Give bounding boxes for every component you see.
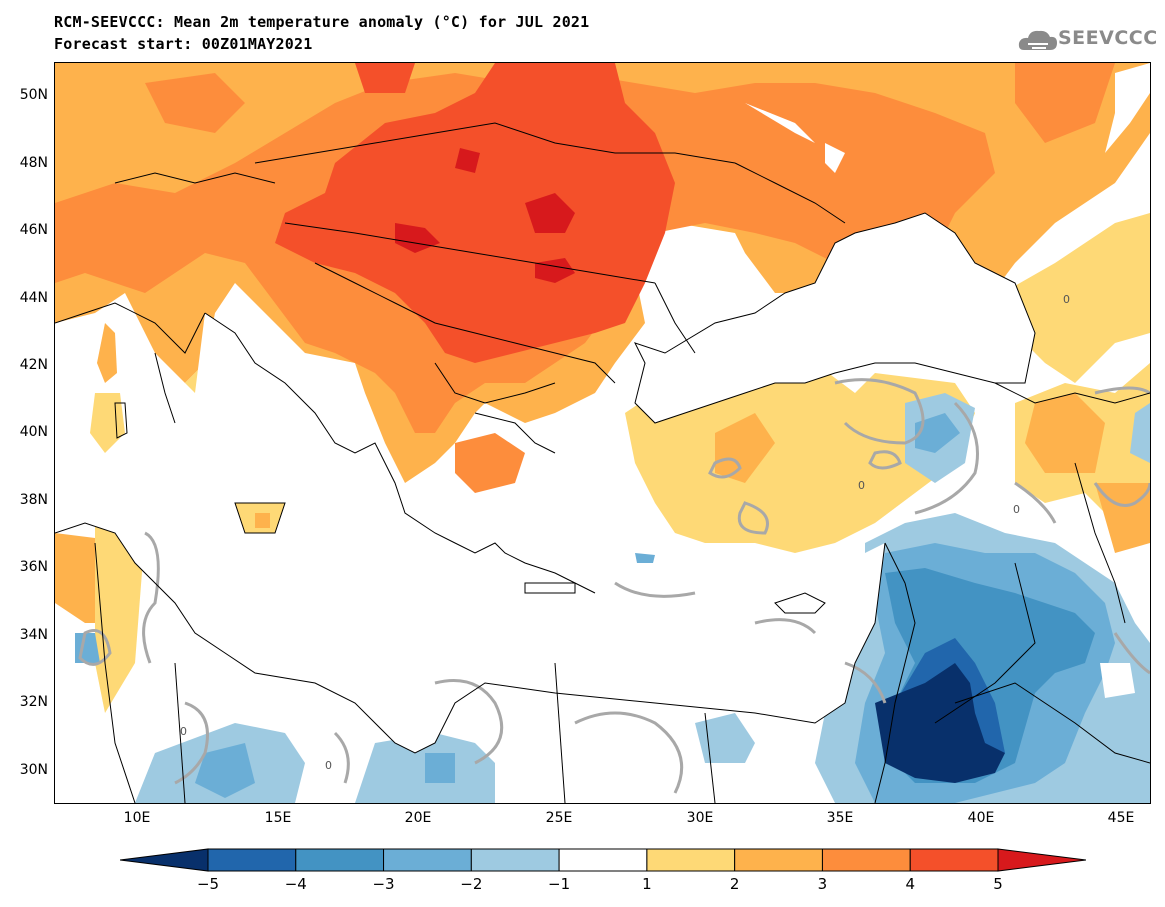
data-gaps (745, 63, 1150, 173)
colorbar-tick-label: −3 (372, 875, 395, 893)
colorbar-box (383, 848, 472, 872)
x-tick-label: 45E (1107, 810, 1135, 826)
y-tick-label: 36N (19, 559, 48, 575)
logo-label: SEEVCCC (1058, 27, 1158, 49)
x-tick-label: 40E (967, 810, 995, 826)
contour-label: 0 (1063, 293, 1070, 306)
colorbar-tick-label: 3 (817, 875, 828, 893)
anomaly-map: 0 0 0 0 0 (54, 62, 1151, 804)
y-tick-label: 42N (19, 357, 48, 373)
y-tick-label: 40N (19, 424, 48, 440)
colorbar-box (734, 848, 823, 872)
colorbar-tick-label: 1 (642, 875, 652, 893)
x-tick-label: 20E (404, 810, 432, 826)
x-tick-label: 15E (264, 810, 292, 826)
colorbar-box (470, 848, 560, 872)
contour-label: 0 (325, 759, 332, 772)
colorbar-min-arrow (120, 848, 209, 872)
y-tick-label: 34N (19, 627, 48, 643)
x-tick-label: 30E (686, 810, 714, 826)
colorbar-tick-label: −1 (548, 875, 571, 893)
y-tick-label: 50N (19, 87, 48, 103)
colorbar (120, 848, 1086, 872)
y-tick-label: 30N (19, 762, 48, 778)
colorbar-box (207, 848, 297, 872)
map-canvas: 0 0 0 0 0 (55, 63, 1150, 803)
contour-label: 0 (858, 479, 865, 492)
anomaly-minus-areas (75, 393, 1150, 803)
y-tick-label: 38N (19, 492, 48, 508)
y-tick-label: 44N (19, 290, 48, 306)
sea-mask (55, 213, 1035, 753)
colorbar-box (646, 848, 736, 872)
colorbar-box (295, 848, 385, 872)
colorbar-tick-label: 5 (993, 875, 1003, 893)
y-tick-label: 32N (19, 694, 48, 710)
contour-label: 0 (1013, 503, 1020, 516)
country-borders (55, 122, 1150, 803)
colorbar-tick-label: −2 (460, 875, 483, 893)
y-tick-label: 46N (19, 222, 48, 238)
colorbar-tick-label: 2 (729, 875, 740, 893)
colorbar-box (909, 848, 999, 872)
colorbar-max-arrow (997, 848, 1086, 872)
x-tick-label: 35E (826, 810, 854, 826)
colorbar-tick-label: −4 (284, 875, 307, 893)
colorbar-box (558, 848, 648, 872)
colorbar-tick-label: 4 (905, 875, 915, 893)
x-tick-label: 25E (545, 810, 573, 826)
forecast-start-label: Forecast start: 00Z01MAY2021 (54, 35, 313, 53)
zero-contours (78, 378, 1150, 794)
map-title: RCM-SEEVCCC: Mean 2m temperature anomaly… (54, 13, 590, 31)
contour-labels: 0 0 0 0 0 (180, 293, 1070, 772)
anomaly-plus5-areas (395, 148, 575, 283)
y-tick-label: 48N (19, 155, 48, 171)
colorbar-tick-label: −5 (196, 875, 220, 893)
cloud-logo-icon (1018, 30, 1057, 50)
contour-label: 0 (180, 725, 187, 738)
x-tick-label: 10E (123, 810, 151, 826)
colorbar-box (821, 848, 911, 872)
island-patches (90, 323, 655, 563)
anomaly-plus4-areas (275, 63, 675, 363)
